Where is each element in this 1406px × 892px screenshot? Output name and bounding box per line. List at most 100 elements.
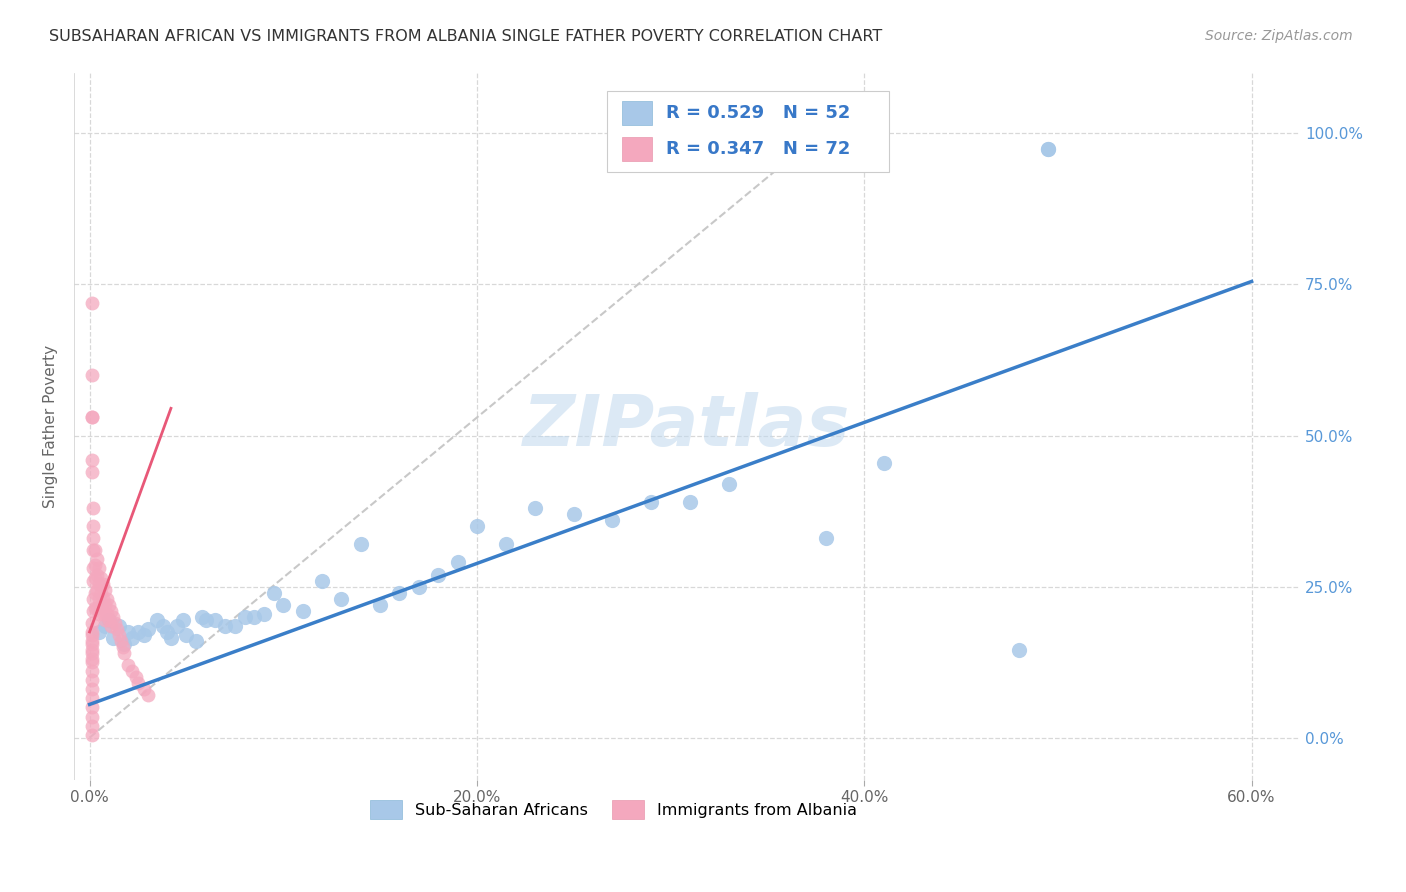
- Point: [101, 631, 124, 645]
- Point: [224, 619, 246, 633]
- Point: [172, 613, 194, 627]
- Point: [100, 604, 122, 618]
- Point: [214, 619, 236, 633]
- Point: [156, 624, 179, 639]
- Point: [94, 582, 117, 597]
- Point: [388, 585, 411, 599]
- Point: [166, 619, 188, 633]
- Point: [132, 682, 155, 697]
- FancyBboxPatch shape: [607, 91, 890, 172]
- Y-axis label: Single Father Poverty: Single Father Poverty: [44, 345, 58, 508]
- Point: [104, 615, 127, 630]
- Point: [82, 543, 104, 558]
- Point: [111, 640, 134, 654]
- Point: [90, 570, 112, 584]
- Point: [814, 531, 837, 545]
- Text: R = 0.347   N = 72: R = 0.347 N = 72: [666, 140, 851, 158]
- Point: [89, 576, 111, 591]
- Point: [86, 582, 108, 597]
- Point: [80, 615, 103, 630]
- Point: [86, 552, 108, 566]
- Point: [91, 591, 114, 606]
- Point: [84, 570, 107, 584]
- Point: [96, 591, 118, 606]
- Point: [127, 624, 149, 639]
- Point: [96, 607, 118, 621]
- Point: [194, 613, 217, 627]
- Point: [679, 495, 702, 509]
- Point: [114, 637, 136, 651]
- Point: [717, 476, 740, 491]
- Point: [82, 604, 104, 618]
- Point: [91, 607, 114, 621]
- Point: [146, 613, 169, 627]
- Point: [1038, 141, 1060, 155]
- Point: [80, 646, 103, 660]
- Point: [82, 574, 104, 588]
- Point: [408, 580, 430, 594]
- Point: [136, 622, 159, 636]
- Point: [184, 634, 207, 648]
- Point: [84, 558, 107, 573]
- Point: [80, 637, 103, 651]
- Point: [82, 531, 104, 545]
- Point: [136, 689, 159, 703]
- Point: [872, 456, 894, 470]
- Point: [89, 591, 111, 606]
- Point: [350, 537, 373, 551]
- Point: [110, 634, 132, 648]
- Point: [191, 609, 214, 624]
- Point: [107, 628, 129, 642]
- Text: ZIPatlas: ZIPatlas: [523, 392, 851, 461]
- Point: [101, 609, 124, 624]
- Point: [91, 576, 114, 591]
- Point: [562, 507, 585, 521]
- Point: [80, 664, 103, 678]
- Point: [97, 613, 120, 627]
- Point: [80, 410, 103, 425]
- Point: [233, 609, 256, 624]
- Bar: [621, 102, 651, 125]
- Point: [669, 145, 692, 159]
- Point: [243, 609, 266, 624]
- Point: [121, 631, 143, 645]
- Point: [80, 652, 103, 666]
- Point: [127, 676, 149, 690]
- Point: [82, 561, 104, 575]
- Point: [80, 465, 103, 479]
- Point: [80, 295, 103, 310]
- Point: [263, 585, 285, 599]
- Point: [495, 537, 517, 551]
- Point: [80, 624, 103, 639]
- Point: [94, 598, 117, 612]
- Point: [427, 567, 450, 582]
- Point: [117, 624, 139, 639]
- Point: [121, 664, 143, 678]
- Point: [82, 519, 104, 533]
- Point: [94, 619, 117, 633]
- Point: [89, 607, 111, 621]
- Point: [311, 574, 333, 588]
- Point: [89, 561, 111, 575]
- Text: SUBSAHARAN AFRICAN VS IMMIGRANTS FROM ALBANIA SINGLE FATHER POVERTY CORRELATION : SUBSAHARAN AFRICAN VS IMMIGRANTS FROM AL…: [49, 29, 883, 44]
- Text: Source: ZipAtlas.com: Source: ZipAtlas.com: [1205, 29, 1353, 43]
- Point: [253, 607, 276, 621]
- Point: [80, 643, 103, 657]
- Point: [80, 634, 103, 648]
- Point: [80, 368, 103, 383]
- Point: [82, 501, 104, 516]
- Point: [80, 628, 103, 642]
- Point: [271, 598, 294, 612]
- Point: [465, 519, 488, 533]
- Point: [524, 501, 547, 516]
- Point: [80, 718, 103, 732]
- Point: [330, 591, 353, 606]
- Point: [204, 613, 226, 627]
- Point: [1008, 643, 1031, 657]
- Point: [80, 691, 103, 706]
- Point: [602, 513, 624, 527]
- Point: [84, 543, 107, 558]
- Point: [105, 622, 128, 636]
- Point: [94, 613, 117, 627]
- Point: [291, 604, 314, 618]
